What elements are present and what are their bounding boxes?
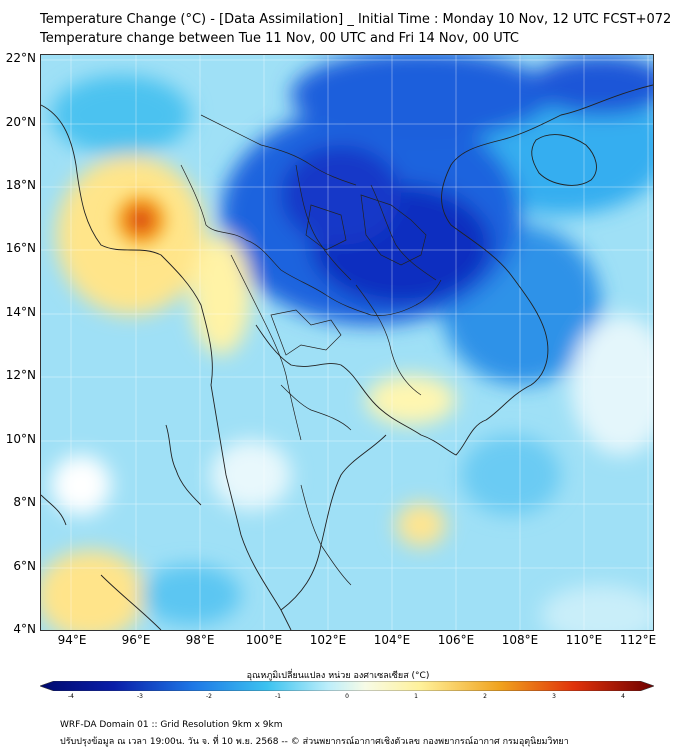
graticule <box>41 55 653 630</box>
lat-label: 16°N <box>5 241 36 255</box>
colorbar-tick: 4 <box>621 693 625 700</box>
lon-label: 104°E <box>373 633 411 647</box>
warm-hotspot <box>103 182 179 258</box>
colorbar <box>40 681 654 691</box>
lon-label: 106°E <box>437 633 475 647</box>
map-subtitle: Temperature change between Tue 11 Nov, 0… <box>40 31 519 46</box>
footer-credit: ปรับปรุงข้อมูล ณ เวลา 19:00น. วัน จ. ที่… <box>60 737 569 747</box>
temperature-change-map <box>40 54 654 631</box>
map-graphic <box>41 55 653 630</box>
lat-label: 22°N <box>5 51 36 65</box>
lat-label: 6°N <box>13 559 36 573</box>
lat-label: 14°N <box>5 305 36 319</box>
map-title: Temperature Change (°C) - [Data Assimila… <box>40 12 672 27</box>
colorbar-tick: 3 <box>552 693 556 700</box>
lon-label: 96°E <box>121 633 151 647</box>
lat-label: 4°N <box>13 622 36 636</box>
colorbar-tick: -4 <box>68 693 74 700</box>
colorbar-tick: -3 <box>137 693 143 700</box>
lat-label: 12°N <box>5 368 36 382</box>
temperature-field <box>41 55 653 630</box>
lat-label: 18°N <box>5 178 36 192</box>
lat-label: 8°N <box>13 495 36 509</box>
lon-label: 110°E <box>565 633 603 647</box>
lon-label: 94°E <box>57 633 87 647</box>
lon-label: 102°E <box>309 633 347 647</box>
lon-label: 112°E <box>619 633 657 647</box>
colorbar-tick: -2 <box>206 693 212 700</box>
lat-label: 10°N <box>5 432 36 446</box>
lon-label: 108°E <box>501 633 539 647</box>
coastlines <box>41 84 653 630</box>
colorbar-tick: 2 <box>483 693 487 700</box>
colorbar-tick: 0 <box>345 693 349 700</box>
lat-label: 20°N <box>5 115 36 129</box>
colorbar-title: อุณหภูมิเปลี่ยนแปลง หน่วย องศาเซลเซียส (… <box>246 671 430 681</box>
lon-label: 98°E <box>185 633 215 647</box>
footer-model-info: WRF-DA Domain 01 :: Grid Resolution 9km … <box>60 720 283 730</box>
borders <box>180 114 442 586</box>
colorbar-tick: -1 <box>275 693 281 700</box>
colorbar-tick: 1 <box>414 693 418 700</box>
lon-label: 100°E <box>245 633 283 647</box>
